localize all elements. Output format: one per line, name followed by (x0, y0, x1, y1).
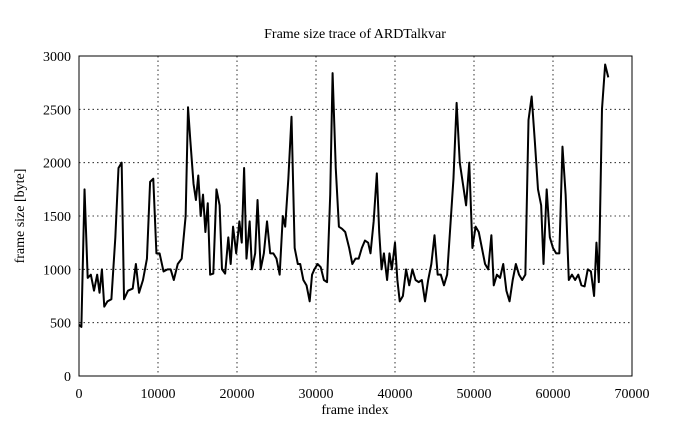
y-tick-label: 2000 (43, 157, 71, 172)
x-tick-label: 70000 (615, 387, 650, 402)
plot-frame (78, 55, 633, 377)
x-tick-label: 20000 (220, 387, 255, 402)
x-tick-label: 30000 (299, 387, 334, 402)
y-tick-label: 3000 (43, 50, 71, 65)
x-tick-label: 40000 (378, 387, 413, 402)
x-axis-label: frame index (321, 403, 388, 418)
x-tick-label: 50000 (457, 387, 492, 402)
y-tick-label: 500 (50, 317, 71, 332)
x-tick-label: 10000 (141, 387, 176, 402)
x-tick-label: 0 (76, 387, 83, 402)
data-line (78, 63, 610, 328)
y-tick-label: 0 (64, 370, 71, 385)
y-axis-label: frame size [byte] (13, 169, 28, 264)
x-tick-label: 60000 (536, 387, 571, 402)
chart-title: Frame size trace of ARDTalkvar (264, 27, 446, 42)
y-tick-label: 1500 (43, 210, 71, 225)
y-tick-label: 1000 (43, 263, 71, 278)
y-tick-label: 2500 (43, 103, 71, 118)
